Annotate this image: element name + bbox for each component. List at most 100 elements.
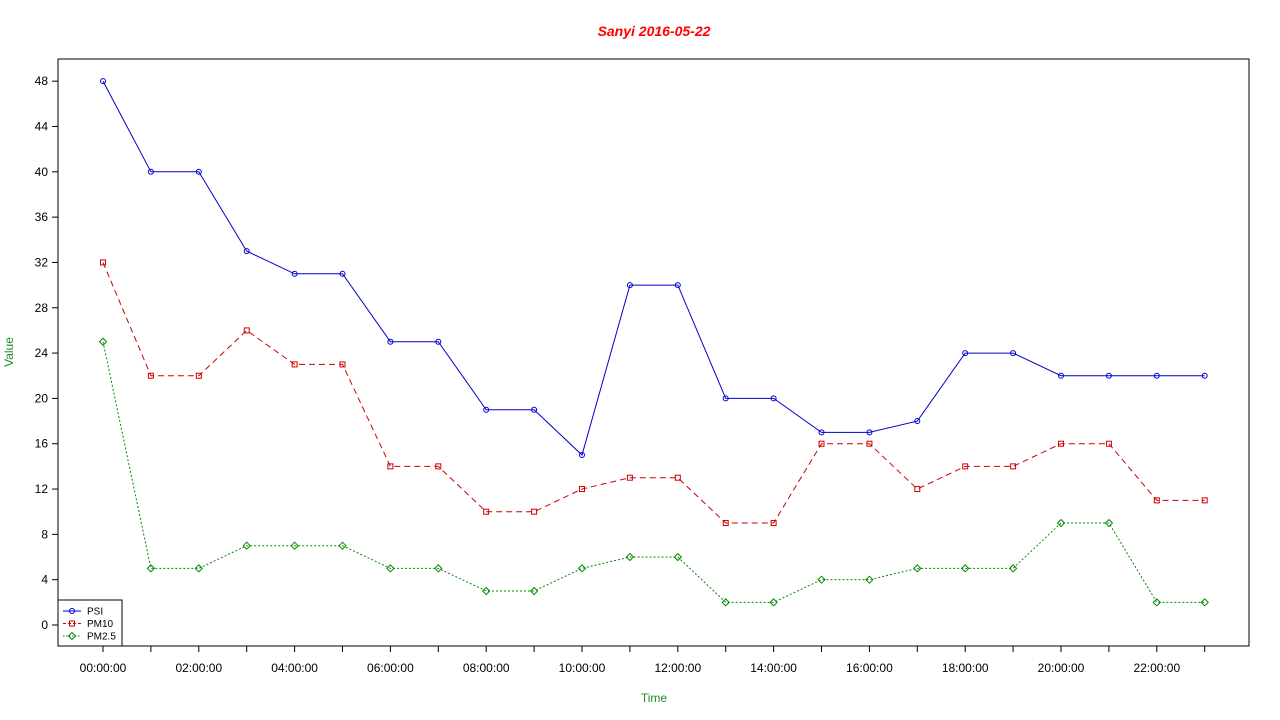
x-tick-label: 20:00:00 [1038,661,1085,675]
data-point-psi [914,418,921,425]
data-point-psi [722,395,729,402]
data-point-pm10 [962,463,969,470]
x-tick-label: 10:00:00 [559,661,606,675]
x-tick-label: 22:00:00 [1133,661,1180,675]
data-point-pm25 [1008,564,1018,573]
data-point-psi [1010,350,1017,357]
x-axis-label: Time [641,691,668,705]
data-point-pm25 [1104,518,1114,528]
data-point-pm25 [625,552,635,562]
data-point-pm25 [434,564,443,573]
legend-box [57,599,123,647]
data-point-pm10 [435,463,442,470]
series-line-psi [102,80,1205,456]
data-point-pm10 [626,474,633,481]
data-point-psi [100,78,106,85]
x-tick-label: 12:00:00 [654,661,701,675]
data-point-pm25 [290,541,299,550]
data-point-pm25 [242,541,251,550]
data-point-psi [1201,372,1208,379]
data-point-pm25 [98,337,108,346]
plot-frame [57,58,1250,647]
data-point-pm10 [818,440,825,447]
x-tick-label: 02:00:00 [175,661,222,675]
series-psi [100,78,1208,459]
series-pm25 [98,337,1209,607]
data-point-pm10 [195,372,202,379]
x-tick-label: 06:00:00 [367,661,414,675]
data-point-pm10 [722,520,729,527]
data-point-psi [291,270,298,277]
data-point-pm25 [1200,598,1209,607]
y-tick-label: 36 [35,210,49,224]
y-tick-label: 4 [41,573,48,587]
data-point-psi [387,338,394,345]
legend-label-psi: PSI [87,607,103,618]
data-point-psi [435,338,442,345]
data-point-pm10 [243,327,250,334]
series-line-pm25 [102,341,1205,603]
y-tick-label: 24 [35,346,49,360]
y-tick-label: 12 [35,482,49,496]
data-point-pm10 [147,372,154,379]
data-point-pm25 [194,564,204,573]
data-point-pm10 [387,463,394,470]
data-point-pm10 [1153,497,1160,504]
legend-label-pm25: PM2.5 [87,632,116,643]
series-layer [98,78,1209,607]
data-point-pm10 [914,486,921,493]
data-point-psi [770,395,777,402]
data-point-pm10 [674,474,681,481]
data-point-psi [147,168,154,175]
data-point-pm10 [866,440,873,447]
data-point-pm25 [913,564,922,573]
data-point-psi [531,406,538,413]
data-point-pm10 [291,361,298,368]
y-tick-label: 0 [41,618,48,632]
data-point-pm25 [721,598,730,607]
data-point-pm10 [1105,440,1112,447]
y-tick-label: 8 [41,527,48,541]
data-point-pm10 [579,486,585,493]
data-point-pm10 [1058,440,1064,447]
data-point-pm25 [481,586,491,596]
data-point-pm10 [770,520,777,527]
data-point-psi [243,248,250,255]
series-line-pm10 [102,262,1205,524]
y-axis-label: Value [2,337,16,367]
data-point-pm25 [338,541,347,550]
y-tick-label: 48 [35,74,49,88]
y-tick-label: 44 [35,119,49,133]
data-point-psi [579,452,585,459]
y-tick-label: 16 [35,437,49,451]
legend-marker-pm25 [67,631,77,641]
legend-marker-pm10 [69,620,75,627]
data-point-pm10 [1010,463,1017,470]
legend-label-pm10: PM10 [87,619,114,630]
data-point-pm10 [1201,497,1208,504]
data-point-pm25 [960,564,970,573]
data-point-pm10 [483,508,490,515]
data-point-pm25 [769,598,778,607]
data-point-pm10 [339,361,346,368]
series-pm10 [100,259,1208,527]
y-tick-label: 40 [35,165,49,179]
x-axis: 00:00:00 02:00:00 04:00:00 06:00:00 08:00:00… [80,646,1206,675]
data-point-pm10 [531,508,538,515]
data-point-pm10 [100,259,106,266]
chart-title: Sanyi 2016-05-22 [598,23,711,39]
data-point-psi [195,168,202,175]
y-tick-label: 28 [35,301,49,315]
data-point-psi [483,406,490,413]
x-tick-label: 04:00:00 [271,661,318,675]
data-point-pm25 [1056,518,1066,528]
data-point-pm25 [817,575,826,584]
data-point-psi [674,282,681,289]
data-point-pm25 [673,552,683,562]
data-point-psi [626,282,633,289]
y-tick-label: 20 [35,391,49,405]
data-point-pm25 [146,564,156,573]
data-point-pm25 [1152,598,1162,607]
